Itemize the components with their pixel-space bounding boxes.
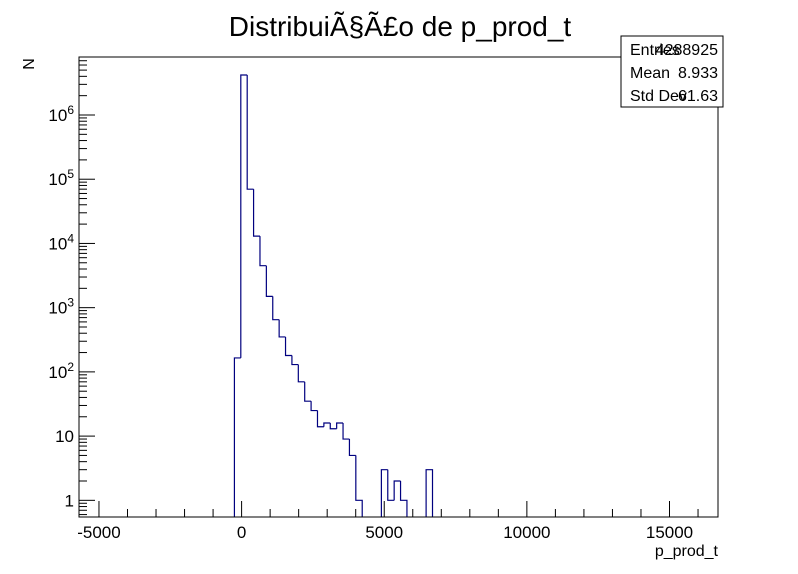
y-tick-label: 10 [55,427,74,446]
x-tick-label: 5000 [365,523,403,542]
histogram-bar [284,336,292,357]
x-tick-label: 15000 [646,523,693,542]
histogram-bar [323,422,331,427]
histogram-bar [304,381,312,402]
histogram-bar [348,439,356,457]
histogram-bar [240,74,248,358]
histogram-bar [380,469,388,517]
x-tick-label: -5000 [77,523,120,542]
histogram-bar [278,319,286,338]
x-tick-label: 0 [237,523,246,542]
stats-box-frame [620,35,724,108]
histogram-bar [252,189,260,237]
histogram-bar [329,422,337,430]
histogram-bar [342,422,350,440]
stats-value: 4288925 [656,42,718,59]
x-axis-label: p_prod_t [655,543,719,560]
x-tick-label: 10000 [503,523,550,542]
histogram-bar [336,422,344,429]
stats-label: Std Dev [630,88,687,105]
stats-value: 61.63 [678,88,718,105]
histogram-bar [246,74,254,190]
histogram-bar [297,364,305,383]
histogram-bar [233,357,241,517]
plot-frame [78,56,719,518]
histogram-bar [316,410,324,428]
histogram-bar [291,355,299,366]
histogram-bars [233,74,434,517]
histogram-bar [265,265,273,297]
histogram-bar [272,296,280,321]
stats-value: 8.933 [678,65,718,82]
stats-label: Entries [630,42,680,59]
histogram-bar [393,480,401,501]
histogram-bar [425,469,434,517]
y-tick-label: 1 [65,491,74,510]
stats-label: Mean [630,65,670,82]
histogram-bar [399,480,408,517]
chart-title: DistribuiÃ§Ã£o de p_prod_t [229,11,572,42]
histogram-bar [387,469,395,501]
histogram-bar [355,455,363,517]
y-axis-label: N [21,58,38,70]
histogram-bar [259,236,267,267]
histogram-bar [310,401,318,412]
